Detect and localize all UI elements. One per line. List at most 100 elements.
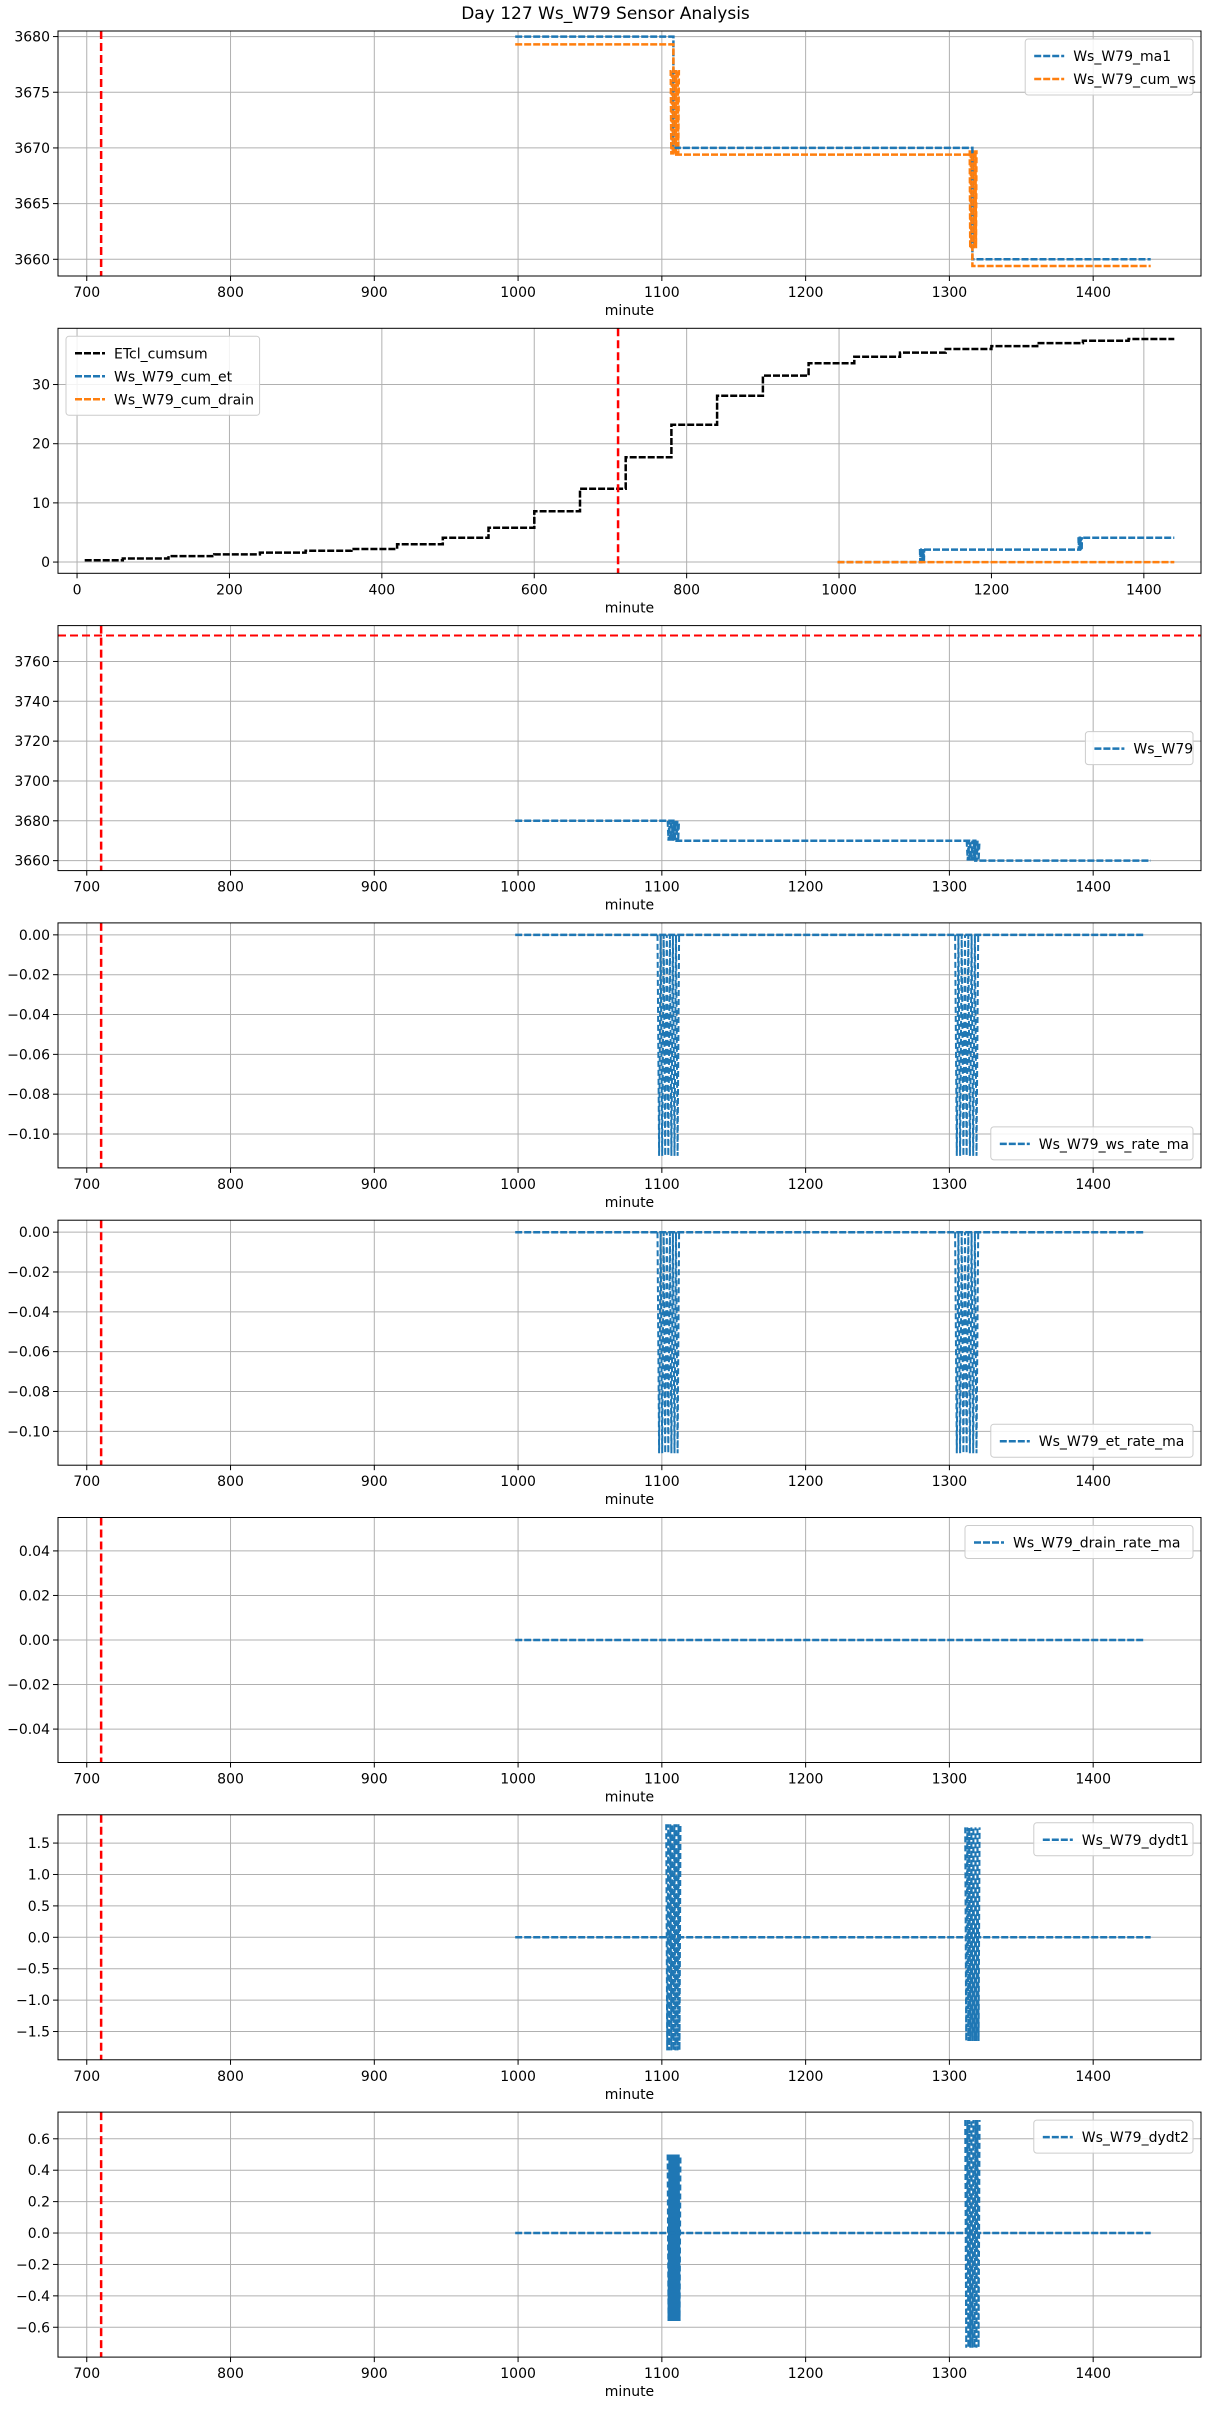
axes-frame (57, 327, 1202, 574)
y-tick-label: −1.0 (16, 1993, 50, 2009)
legend-box (1084, 731, 1194, 766)
x-tick-label: 1300 (932, 2069, 968, 2085)
plot-area (99, 1517, 1144, 1763)
oscillation-burst (954, 1232, 980, 1454)
y-tick-label: −0.04 (7, 1008, 50, 1024)
y-tick-label: −0.2 (16, 2257, 50, 2273)
x-tick-label: 1200 (788, 285, 824, 301)
x-tick-label: 1200 (788, 2366, 824, 2382)
legend-box (1024, 38, 1194, 96)
x-tick-label: 0 (73, 582, 82, 598)
series-line-2 (837, 536, 1175, 564)
x-tick-label: 1000 (500, 1772, 536, 1788)
x-tick-label: 800 (217, 285, 244, 301)
x-tick-label: 700 (73, 1772, 100, 1788)
axes-frame (57, 2111, 1202, 2358)
x-tick-label: 900 (361, 285, 388, 301)
x-axis-label: minute (605, 1492, 654, 1508)
y-tick-label: 3665 (14, 197, 50, 213)
plot-area (99, 1220, 1144, 1466)
x-tick-label: 1400 (1075, 1772, 1111, 1788)
x-tick-label: 700 (73, 2366, 100, 2382)
legend-box (964, 1525, 1194, 1559)
y-tick-label: −0.5 (16, 1962, 50, 1978)
legend-box (990, 1126, 1194, 1161)
y-tick-label: −0.02 (7, 1678, 50, 1694)
subplot-5: 700 800 900 1000 1100 1200 1300 1400 0.00 −0.02 −0… (7, 1219, 1202, 1508)
x-tick-label: 1000 (500, 2069, 536, 2085)
y-tick-label: −0.08 (7, 1087, 50, 1103)
x-tick-label: 700 (73, 2069, 100, 2085)
y-tick-label: 1.5 (28, 1836, 50, 1852)
y-tick-label: 0.6 (28, 2132, 50, 2148)
x-tick-label: 900 (361, 1474, 388, 1490)
y-tick-label: 3660 (14, 252, 50, 268)
y-tick-label: −0.6 (16, 2320, 50, 2336)
axes-frame (57, 1219, 1202, 1466)
y-tick-label: −0.06 (7, 1047, 50, 1063)
x-tick-label: 1300 (932, 2366, 968, 2382)
x-tick-label: 700 (73, 1177, 100, 1193)
x-tick-label: 800 (217, 2069, 244, 2085)
x-tick-label: 1400 (1075, 2069, 1111, 2085)
series-line-1 (84, 337, 1175, 562)
figure-title: Day 127 Ws_W79 Sensor Analysis (461, 4, 750, 24)
axes-frame (57, 30, 1202, 277)
legend-label: Ws_W79_ma1 (1073, 49, 1171, 65)
legend-label: Ws_W79_dydt1 (1082, 1833, 1189, 1849)
legend-label: Ws_W79_dydt2 (1082, 2130, 1189, 2146)
x-tick-label: 700 (73, 285, 100, 301)
subplot-7: 700 800 900 1000 1100 1200 1300 1400 1.5 1.0 0.5 0.… (16, 1814, 1202, 2103)
legend: ETcl_cumsum Ws_W79_cum_et Ws_W79_cum_drain (65, 335, 261, 416)
x-tick-label: 900 (361, 880, 388, 896)
x-tick-label: 1000 (500, 1474, 536, 1490)
x-tick-label: 1400 (1075, 880, 1111, 896)
x-axis-label: minute (605, 1195, 654, 1211)
oscillation-burst (964, 2119, 981, 2348)
legend: Ws_W79_drain_rate_ma (964, 1525, 1194, 1559)
y-tick-label: −0.10 (7, 1424, 50, 1440)
y-tick-label: 0.0 (28, 2226, 50, 2242)
x-tick-label: 1300 (932, 285, 968, 301)
x-tick-label: 900 (361, 1772, 388, 1788)
plot-area (84, 328, 1175, 574)
x-tick-label: 800 (217, 2366, 244, 2382)
x-tick-label: 1000 (821, 582, 857, 598)
y-tick-label: 0.00 (19, 1225, 50, 1241)
x-tick-label: 600 (521, 582, 548, 598)
subplot-4: 700 800 900 1000 1100 1200 1300 1400 0.00 −0.02 −0… (7, 922, 1202, 1211)
y-tick-label: −0.02 (7, 1265, 50, 1281)
x-axis-label: minute (605, 303, 654, 319)
x-tick-label: 1200 (788, 1474, 824, 1490)
y-tick-label: 0.5 (28, 1899, 50, 1915)
plot-area (99, 1814, 1151, 2060)
legend-label: Ws_W79_cum_et (114, 369, 233, 385)
y-tick-label: 0.4 (28, 2163, 50, 2179)
x-tick-label: 1100 (644, 880, 680, 896)
x-tick-label: 200 (216, 582, 243, 598)
x-tick-label: 1200 (788, 2069, 824, 2085)
x-axis-label: minute (605, 2087, 654, 2103)
y-tick-label: 3675 (14, 85, 50, 101)
y-tick-label: 30 (32, 378, 50, 394)
x-tick-label: 1400 (1075, 1474, 1111, 1490)
legend-label: Ws_W79_ws_rate_ma (1039, 1137, 1189, 1153)
y-tick-label: 1.0 (28, 1867, 50, 1883)
subplot-6: 700 800 900 1000 1100 1200 1300 1400 0.04 0.02 0.0… (7, 1517, 1202, 1806)
oscillation-burst (954, 934, 980, 1156)
x-tick-label: 1200 (788, 880, 824, 896)
x-tick-label: 700 (73, 1474, 100, 1490)
oscillation-burst (656, 934, 681, 1156)
x-tick-label: 800 (217, 1772, 244, 1788)
y-tick-label: 3670 (14, 141, 50, 157)
x-tick-label: 1200 (788, 1772, 824, 1788)
y-tick-label: −0.06 (7, 1345, 50, 1361)
legend: Ws_W79_et_rate_ma (990, 1423, 1194, 1458)
y-tick-label: 3700 (14, 774, 50, 790)
x-tick-label: 800 (217, 1177, 244, 1193)
x-tick-label: 1300 (932, 1772, 968, 1788)
x-tick-label: 1100 (644, 285, 680, 301)
x-tick-label: 400 (368, 582, 395, 598)
